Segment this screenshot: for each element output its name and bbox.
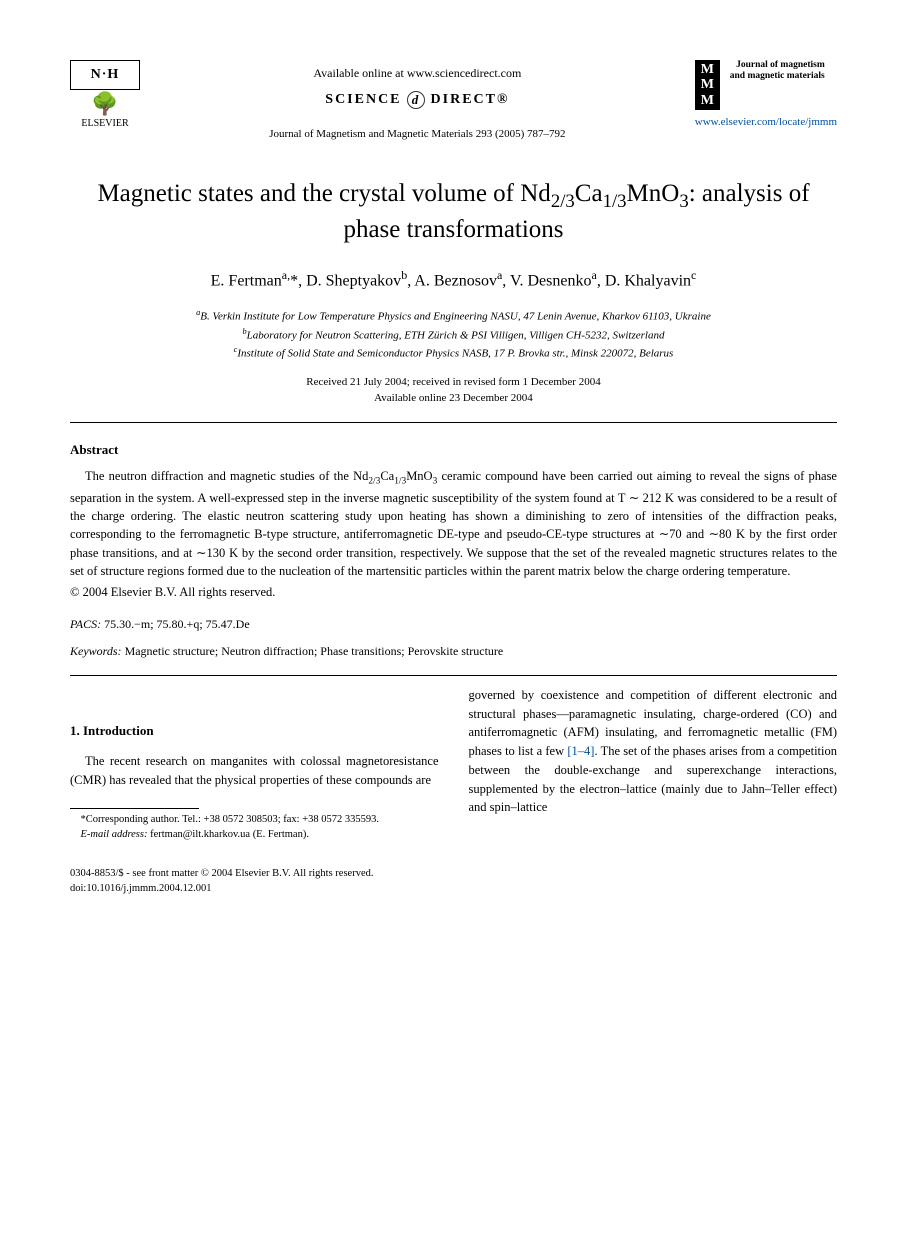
abstract-copyright: © 2004 Elsevier B.V. All rights reserved…	[70, 584, 837, 602]
title-sub2: 1/3	[603, 191, 627, 212]
page-footer: 0304-8853/$ - see front matter © 2004 El…	[70, 867, 837, 896]
title-mid2: MnO	[627, 180, 680, 207]
affiliation-a: aB. Verkin Institute for Low Temperature…	[70, 307, 837, 325]
corresponding-author-footnote: *Corresponding author. Tel.: +38 0572 30…	[70, 813, 439, 828]
divider	[70, 422, 837, 423]
affiliation-b: bLaboratory for Neutron Scattering, ETH …	[70, 326, 837, 344]
title-sub1: 2/3	[551, 191, 575, 212]
affiliation-c-text: Institute of Solid State and Semiconduct…	[237, 347, 673, 359]
abstract-post: ceramic compound have been carried out a…	[70, 469, 837, 578]
received-date: Received 21 July 2004; received in revis…	[70, 374, 837, 391]
online-date: Available online 23 December 2004	[70, 390, 837, 407]
affiliation-a-text: B. Verkin Institute for Low Temperature …	[200, 311, 711, 323]
pacs-label: PACS:	[70, 617, 101, 631]
keywords-value: Magnetic structure; Neutron diffraction;…	[125, 644, 504, 658]
citation-link[interactable]: [1–4]	[567, 744, 594, 758]
abstract-heading: Abstract	[70, 441, 837, 459]
keywords-label: Keywords:	[70, 644, 122, 658]
journal-logo-mark: MMM	[695, 60, 720, 110]
publication-dates: Received 21 July 2004; received in revis…	[70, 374, 837, 407]
doi: doi:10.1016/j.jmmm.2004.12.001	[70, 882, 837, 897]
keywords: Keywords: Magnetic structure; Neutron di…	[70, 643, 837, 660]
front-matter: 0304-8853/$ - see front matter © 2004 El…	[70, 867, 837, 882]
footnote-divider	[70, 808, 199, 809]
authors: E. Fertmana,*, D. Sheptyakovb, A. Beznos…	[70, 267, 837, 293]
elsevier-tree-icon: 🌳	[70, 93, 140, 115]
affiliation-c: cInstitute of Solid State and Semiconduc…	[70, 344, 837, 362]
affiliation-b-text: Laboratory for Neutron Scattering, ETH Z…	[247, 329, 665, 341]
publisher-logo: N·H 🌳 ELSEVIER	[70, 60, 140, 131]
email-footnote: E-mail address: fertman@ilt.kharkov.ua (…	[70, 828, 439, 843]
abstract-pre: The neutron diffraction and magnetic stu…	[85, 469, 368, 483]
intro-para-right: governed by coexistence and competition …	[469, 686, 838, 817]
sd-right: DIRECT®	[431, 92, 510, 107]
divider	[70, 675, 837, 676]
title-mid1: Ca	[575, 180, 603, 207]
sd-mark-icon: d	[407, 91, 425, 109]
journal-logo-block: MMM Journal of magnetism and magnetic ma…	[695, 60, 837, 131]
header: N·H 🌳 ELSEVIER Available online at www.s…	[70, 60, 837, 143]
pacs: PACS: 75.30.−m; 75.80.+q; 75.47.De	[70, 616, 837, 633]
column-right: governed by coexistence and competition …	[469, 686, 838, 842]
sd-left: SCIENCE	[325, 92, 401, 107]
body-columns: 1. Introduction The recent research on m…	[70, 686, 837, 842]
title-sub3: 3	[679, 191, 688, 212]
affiliations: aB. Verkin Institute for Low Temperature…	[70, 307, 837, 361]
intro-heading: 1. Introduction	[70, 721, 439, 741]
publisher-name: ELSEVIER	[70, 117, 140, 131]
title-pre: Magnetic states and the crystal volume o…	[97, 180, 550, 207]
email-address: fertman@ilt.kharkov.ua (E. Fertman).	[150, 829, 309, 840]
journal-logo: MMM Journal of magnetism and magnetic ma…	[695, 60, 825, 110]
column-left: 1. Introduction The recent research on m…	[70, 686, 439, 842]
abstract-text: The neutron diffraction and magnetic stu…	[70, 467, 837, 580]
science-direct-logo: SCIENCE d DIRECT®	[140, 90, 695, 110]
intro-para-left: The recent research on manganites with c…	[70, 752, 439, 790]
journal-reference: Journal of Magnetism and Magnetic Materi…	[140, 127, 695, 142]
email-label: E-mail address:	[81, 829, 148, 840]
journal-full-name: Journal of magnetism and magnetic materi…	[725, 60, 825, 83]
available-online-text: Available online at www.sciencedirect.co…	[140, 65, 695, 82]
pacs-value: 75.30.−m; 75.80.+q; 75.47.De	[104, 617, 250, 631]
publisher-initials: N·H	[70, 60, 140, 90]
article-title: Magnetic states and the crystal volume o…	[70, 178, 837, 247]
header-center: Available online at www.sciencedirect.co…	[140, 60, 695, 143]
journal-url[interactable]: www.elsevier.com/locate/jmmm	[695, 115, 837, 130]
